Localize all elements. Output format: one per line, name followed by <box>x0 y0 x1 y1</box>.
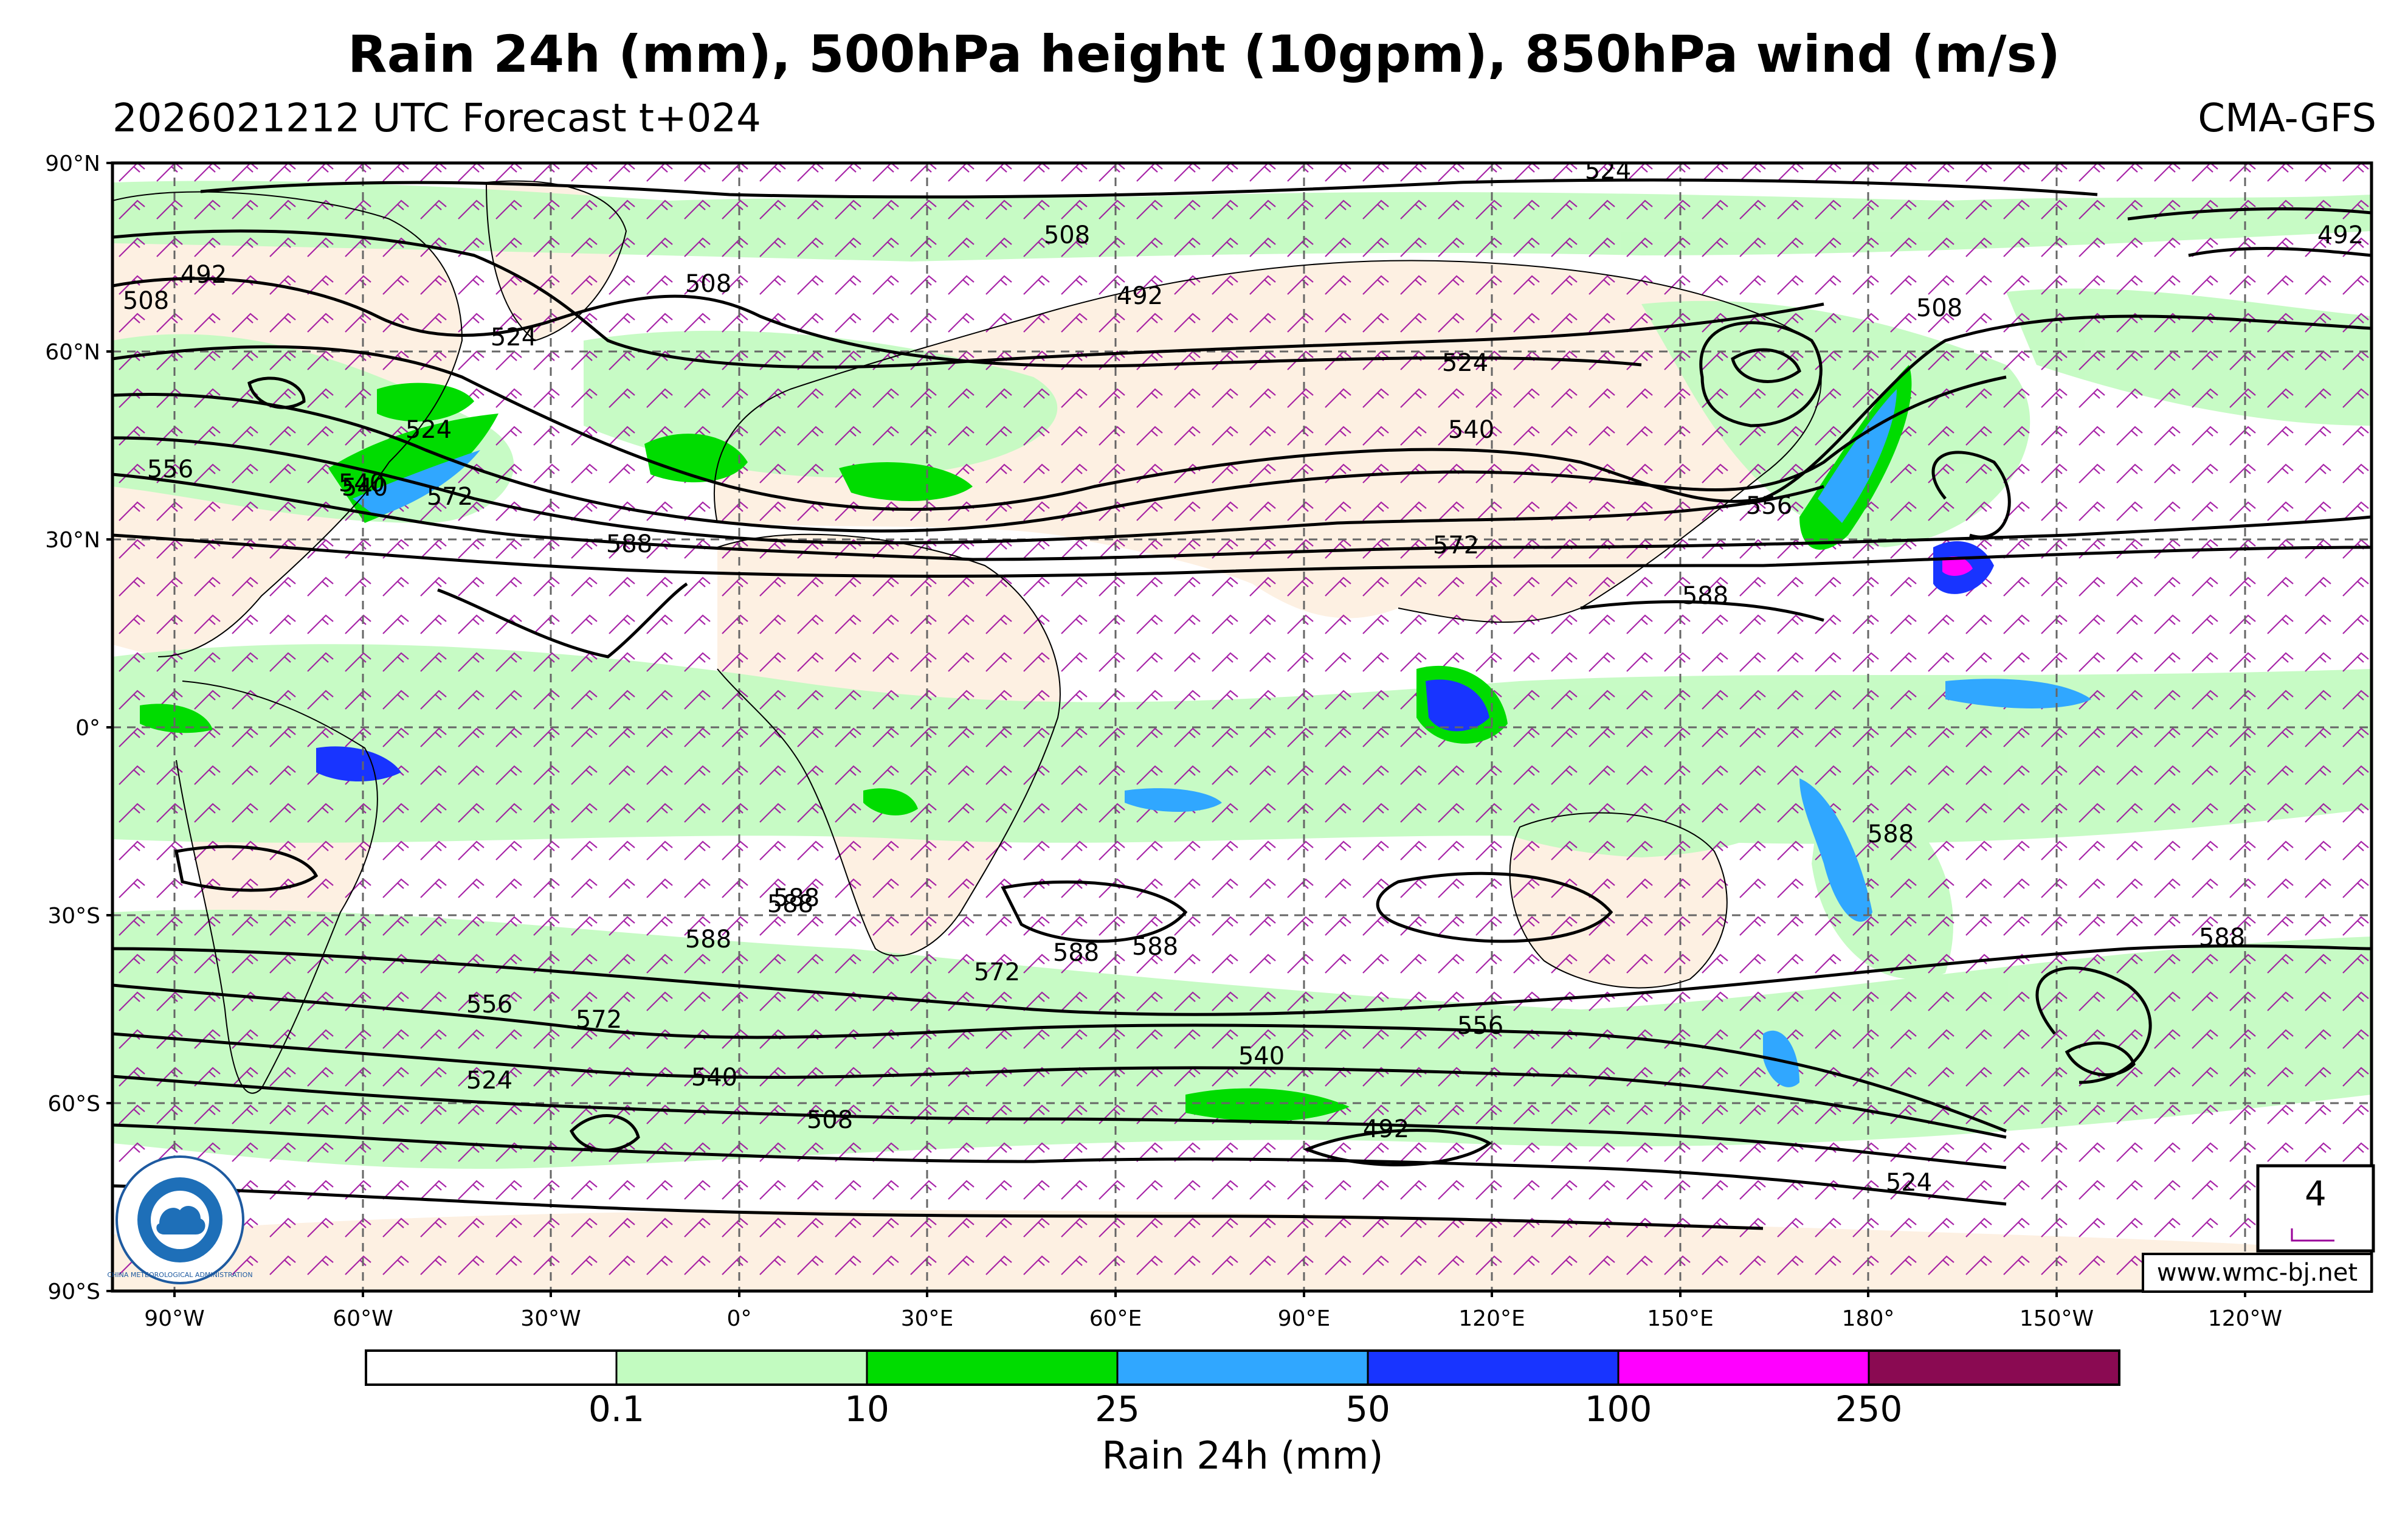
colorbar-bin-0 <box>366 1351 616 1385</box>
colorbar-tick-label: 10 <box>844 1388 889 1430</box>
wind-scale-legend: 4 <box>2256 1164 2375 1253</box>
contour-label: 588 <box>767 890 813 918</box>
contour-label: 508 <box>685 270 731 298</box>
contour-label: 524 <box>1442 349 1488 377</box>
latitude-labels: 90°N 60°N 30°N 0° 30°S 60°S 90°S <box>45 151 100 1304</box>
lon-label: 90°W <box>144 1306 204 1331</box>
lon-label: 30°W <box>520 1306 581 1331</box>
colorbar-bin-2 <box>867 1351 1117 1385</box>
website-text: www.wmc-bj.net <box>2157 1259 2358 1287</box>
colorbar: 0.1 10 25 50 100 250 Rain 24h (mm) <box>365 1349 2120 1478</box>
map-title: Rain 24h (mm), 500hPa height (10gpm), 85… <box>348 24 2060 84</box>
lon-label: 120°E <box>1458 1306 1525 1331</box>
contour-label: 492 <box>2317 221 2364 249</box>
contour-label: 588 <box>1132 933 1178 961</box>
contour-label: 588 <box>773 884 819 912</box>
contour-label: 524 <box>491 324 537 351</box>
colorbar-bin-6 <box>1869 1351 2119 1385</box>
contour-label: 572 <box>1433 531 1479 559</box>
contour-label: 572 <box>576 1006 622 1034</box>
lon-label: 60°W <box>333 1306 393 1331</box>
contour-label: 508 <box>1044 221 1090 249</box>
lat-label: 30°N <box>45 528 100 553</box>
colorbar-bin-1 <box>616 1351 867 1385</box>
contour-label: 556 <box>147 455 193 483</box>
lat-label: 60°S <box>47 1092 100 1117</box>
lon-label: 150°E <box>1647 1306 1713 1331</box>
contour-label: 588 <box>1053 939 1099 967</box>
contour-label: 588 <box>606 530 652 558</box>
longitude-labels: 90°W 60°W 30°W 0° 30°E 60°E 90°E 120°E 1… <box>144 1306 2282 1331</box>
lat-label: 60°N <box>45 340 100 365</box>
lat-label: 90°S <box>47 1279 100 1304</box>
lat-label: 30°S <box>47 904 100 929</box>
contour-label: 540 <box>339 469 385 497</box>
lat-label: 0° <box>75 716 100 741</box>
contour-label: 572 <box>427 483 473 511</box>
contour-label: 540 <box>342 474 388 502</box>
contour-label: 524 <box>466 1067 512 1095</box>
colorbar-bin-4 <box>1368 1351 1618 1385</box>
colorbar-bin-3 <box>1117 1351 1368 1385</box>
colorbar-tick-label: 25 <box>1095 1388 1140 1430</box>
model-name-label: CMA-GFS <box>2198 96 2376 141</box>
coastlines <box>112 180 1822 1094</box>
contour-label: 540 <box>691 1064 737 1092</box>
lon-label: 120°W <box>2208 1306 2282 1331</box>
colorbar-tick-label: 0.1 <box>588 1388 644 1430</box>
contour-label: 524 <box>405 416 452 444</box>
lon-label: 180° <box>1842 1306 1895 1331</box>
cma-logo: CHINA METEOROLOGICAL ADMINISTRATION <box>107 1155 253 1284</box>
contour-label: 524 <box>1886 1169 1932 1197</box>
contour-label: 508 <box>807 1106 853 1134</box>
contour-label: 588 <box>685 926 731 954</box>
contour-label: 492 <box>1363 1115 1409 1143</box>
contour-label: 588 <box>2199 924 2245 952</box>
website-credit: www.wmc-bj.net <box>2142 1253 2373 1293</box>
lon-label: 30°E <box>901 1306 954 1331</box>
logo-text: CHINA METEOROLOGICAL ADMINISTRATION <box>107 1271 252 1279</box>
contour-label: 556 <box>1746 492 1792 520</box>
contour-label: 508 <box>1916 294 1962 322</box>
lon-label: 0° <box>727 1306 752 1331</box>
height-contours <box>112 178 2372 1230</box>
wind-scale-value: 4 <box>2305 1174 2327 1214</box>
lon-label: 90°E <box>1278 1306 1331 1331</box>
contour-label: 588 <box>1868 820 1914 848</box>
contour-label: 508 <box>123 287 169 315</box>
axis-ticks <box>106 162 2246 1297</box>
contour-label: 540 <box>1448 416 1494 444</box>
lon-label: 150°W <box>2020 1306 2094 1331</box>
contour-label: 492 <box>181 261 227 289</box>
lat-label: 90°N <box>45 151 100 176</box>
contour-label: 588 <box>1682 582 1728 610</box>
forecast-time-label: 2026021212 UTC Forecast t+024 <box>112 96 761 141</box>
rain-heavy-areas <box>140 365 2091 1121</box>
colorbar-tick-label: 100 <box>1585 1388 1652 1430</box>
contour-label-group: 524 508 492 508 492 508 524 492 508 524 … <box>123 157 2364 1197</box>
graticule <box>112 163 2372 1291</box>
contour-label: 556 <box>1457 1012 1503 1040</box>
lon-label: 60°E <box>1089 1306 1142 1331</box>
wind-barb-icon <box>2291 1228 2334 1242</box>
contour-label: 492 <box>1117 282 1163 310</box>
colorbar-label: Rain 24h (mm) <box>1102 1433 1383 1478</box>
contour-label: 556 <box>466 991 512 1019</box>
colorbar-bin-5 <box>1618 1351 1869 1385</box>
contour-label: 524 <box>1585 157 1631 185</box>
colorbar-tick-label: 250 <box>1835 1388 1903 1430</box>
contour-label: 572 <box>974 958 1020 986</box>
contour-label: 540 <box>1238 1042 1285 1070</box>
colorbar-tick-label: 50 <box>1345 1388 1390 1430</box>
